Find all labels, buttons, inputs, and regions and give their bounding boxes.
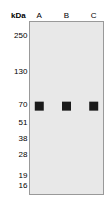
svg-text:A: A bbox=[37, 11, 43, 20]
svg-text:B: B bbox=[64, 11, 69, 20]
svg-text:C: C bbox=[91, 11, 97, 20]
svg-text:250: 250 bbox=[14, 31, 28, 40]
svg-text:70: 70 bbox=[18, 100, 27, 109]
svg-text:19: 19 bbox=[18, 171, 27, 180]
svg-text:38: 38 bbox=[18, 134, 27, 143]
svg-text:kDa: kDa bbox=[11, 11, 26, 20]
svg-text:16: 16 bbox=[18, 181, 27, 190]
svg-text:51: 51 bbox=[18, 118, 27, 127]
svg-text:130: 130 bbox=[14, 67, 28, 76]
svg-text:28: 28 bbox=[18, 150, 27, 159]
